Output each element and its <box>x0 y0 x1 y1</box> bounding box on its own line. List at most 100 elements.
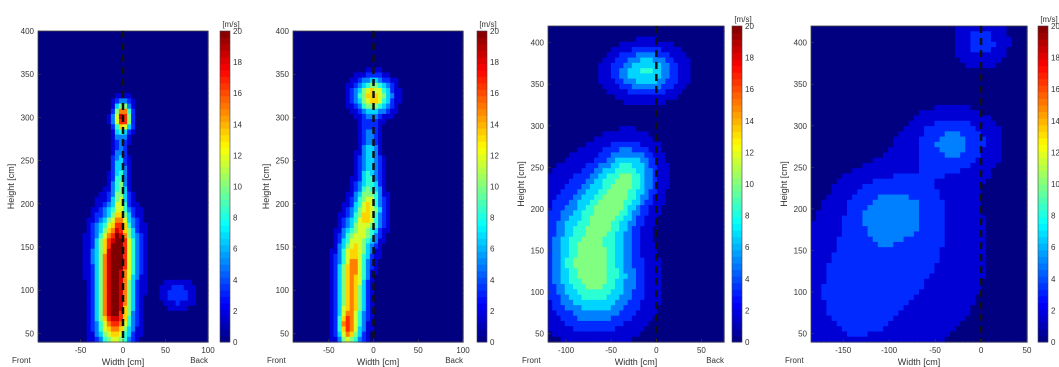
y-tick-label: 150 <box>21 243 35 252</box>
x-tick-label: -50 <box>605 346 617 355</box>
y-tick-label: 100 <box>794 288 808 297</box>
colorbar-tick-label: 16 <box>1051 85 1059 94</box>
colorbar-tick-label: 0 <box>233 338 238 347</box>
colorbar-tick-label: 10 <box>490 183 499 192</box>
y-tick-label: 300 <box>21 113 35 122</box>
colorbar-tick-label: 18 <box>745 54 754 63</box>
colorbar-tick-label: 10 <box>1051 180 1059 189</box>
colorbar-unit: [m/s] <box>734 15 751 24</box>
colorbar-tick-label: 6 <box>745 243 750 252</box>
heatmap-field <box>811 26 1028 343</box>
colorbar-tick-label: 6 <box>1051 243 1056 252</box>
front-label: Front <box>785 356 804 365</box>
y-tick-label: 300 <box>531 122 545 131</box>
colorbar-tick-label: 14 <box>745 117 754 126</box>
colorbar-tick-label: 16 <box>233 89 242 98</box>
x-tick-label: 50 <box>1023 346 1032 355</box>
y-axis-label: Height [cm] <box>261 164 271 210</box>
colorbar-unit: [m/s] <box>1040 15 1057 24</box>
y-tick-label: 50 <box>798 330 807 339</box>
y-tick-label: 350 <box>531 80 545 89</box>
x-tick-label: -50 <box>323 346 335 355</box>
y-tick-label: 400 <box>21 27 35 36</box>
y-tick-label: 200 <box>794 205 808 214</box>
colorbar-tick-label: 18 <box>1051 54 1059 63</box>
colorbar-tick-label: 18 <box>233 58 242 67</box>
x-tick-label: 0 <box>654 346 659 355</box>
colorbar-tick-label: 12 <box>233 151 242 160</box>
x-tick-label: 0 <box>121 346 126 355</box>
y-tick-label: 200 <box>21 200 35 209</box>
y-tick-label: 400 <box>531 39 545 48</box>
x-tick-label: 50 <box>161 346 170 355</box>
back-label: Back <box>445 356 464 365</box>
colorbar-tick-label: 0 <box>490 338 495 347</box>
colorbar-tick-label: 2 <box>490 307 495 316</box>
x-tick-label: -50 <box>75 346 87 355</box>
colorbar-tick-label: 10 <box>233 183 242 192</box>
colorbar-tick-label: 8 <box>490 214 495 223</box>
colorbar-tick-label: 8 <box>745 212 750 221</box>
colorbar-unit: [m/s] <box>479 20 496 29</box>
colorbar-tick-label: 8 <box>1051 212 1056 221</box>
y-tick-label: 100 <box>21 286 35 295</box>
colorbar: 0 2 4 6 8 10 12 14 16 18 20[m/s] <box>1038 15 1059 347</box>
y-tick-label: 350 <box>794 80 808 89</box>
colorbar-tick-label: 12 <box>745 148 754 157</box>
x-tick-label: 100 <box>201 346 215 355</box>
x-tick-label: -100 <box>881 346 898 355</box>
colorbar-unit: [m/s] <box>222 20 239 29</box>
colorbar-tick-label: 0 <box>1051 338 1056 347</box>
y-axis-label: Height [cm] <box>516 161 526 207</box>
colorbar-tick-label: 12 <box>1051 148 1059 157</box>
y-tick-label: 250 <box>276 157 290 166</box>
back-label: Back <box>706 356 725 365</box>
x-axis-label: Width [cm] <box>615 357 658 367</box>
x-tick-label: 0 <box>979 346 984 355</box>
y-axis-label: Height [cm] <box>779 161 789 207</box>
x-tick-label: -150 <box>835 346 852 355</box>
y-tick-label: 350 <box>21 70 35 79</box>
colorbar-tick-label: 14 <box>1051 117 1059 126</box>
y-tick-label: 50 <box>535 330 544 339</box>
heatmap-field <box>548 26 725 343</box>
y-tick-label: 400 <box>794 39 808 48</box>
x-tick-label: 100 <box>456 346 470 355</box>
colorbar-tick-label: 4 <box>745 275 750 284</box>
y-tick-label: 200 <box>531 205 545 214</box>
colorbar-tick-label: 16 <box>745 85 754 94</box>
colorbar-tick-label: 2 <box>745 306 750 315</box>
colorbar-tick-label: 4 <box>233 276 238 285</box>
x-tick-label: -100 <box>558 346 575 355</box>
colorbar-tick-label: 2 <box>1051 306 1056 315</box>
y-tick-label: 300 <box>276 113 290 122</box>
y-tick-label: 300 <box>794 122 808 131</box>
front-label: Front <box>522 356 541 365</box>
x-tick-label: 50 <box>414 346 423 355</box>
x-axis-label: Width [cm] <box>357 357 400 367</box>
x-tick-label: 50 <box>697 346 706 355</box>
back-label: Back <box>190 356 209 365</box>
x-axis-label: Width [cm] <box>898 357 941 367</box>
colorbar-tick-label: 14 <box>233 120 242 129</box>
colorbar: 0 2 4 6 8 10 12 14 16 18 20[m/s] <box>477 20 499 347</box>
x-axis-label: Width [cm] <box>102 357 145 367</box>
y-tick-label: 400 <box>276 27 290 36</box>
y-tick-label: 250 <box>531 163 545 172</box>
colorbar-tick-label: 12 <box>490 151 499 160</box>
y-tick-label: 50 <box>25 329 34 338</box>
y-tick-label: 100 <box>276 286 290 295</box>
colorbar-tick-label: 4 <box>490 276 495 285</box>
front-label: Front <box>267 356 286 365</box>
colorbar-tick-label: 14 <box>490 120 499 129</box>
colorbar-tick-label: 4 <box>1051 275 1056 284</box>
colorbar: 0 2 4 6 8 10 12 14 16 18 20[m/s] <box>220 20 242 347</box>
y-tick-label: 200 <box>276 200 290 209</box>
colorbar-tick-label: 18 <box>490 58 499 67</box>
colorbar-tick-label: 10 <box>745 180 754 189</box>
y-tick-label: 50 <box>280 329 289 338</box>
